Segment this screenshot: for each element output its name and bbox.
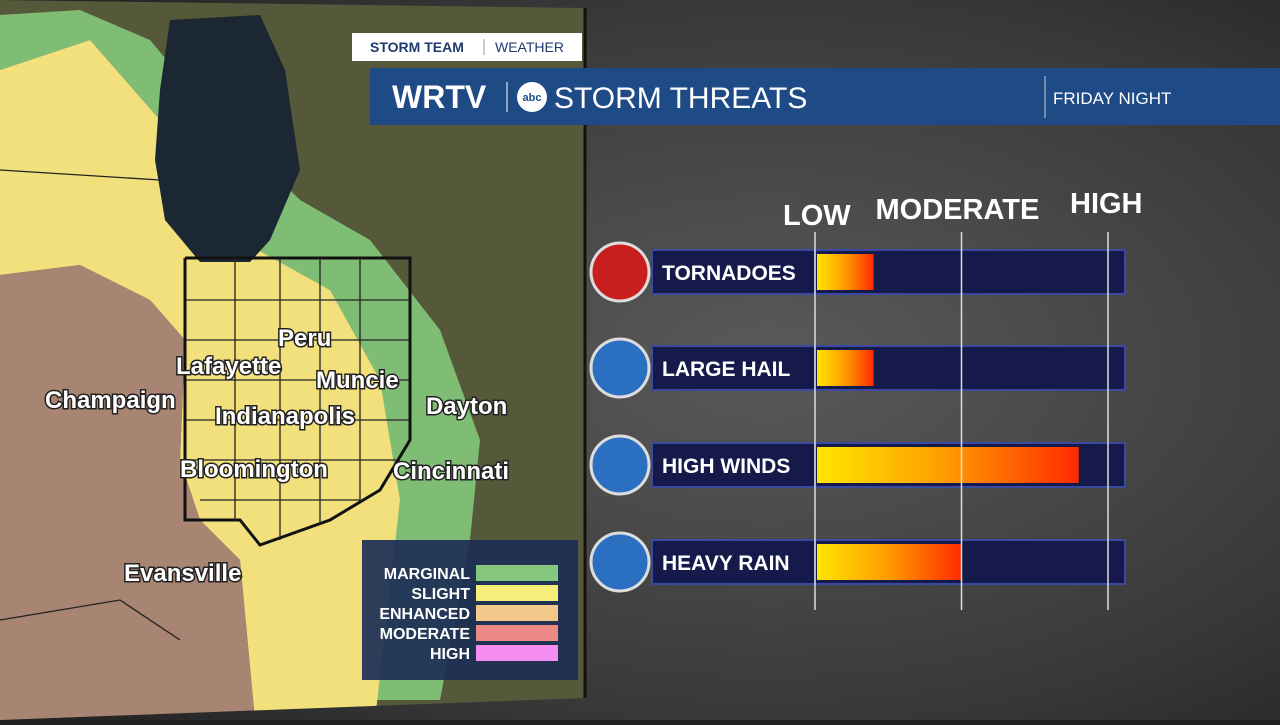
city-label: Indianapolis bbox=[215, 403, 355, 430]
legend-items: MARGINAL SLIGHT ENHANCED MODERATE HIGH bbox=[379, 565, 558, 663]
scale-label: HIGH bbox=[1070, 188, 1143, 220]
legend-swatch bbox=[476, 605, 558, 621]
network: abc bbox=[523, 92, 542, 104]
icon bbox=[589, 241, 651, 303]
legend-swatch bbox=[476, 565, 558, 581]
label-box bbox=[651, 442, 816, 488]
legend-swatch bbox=[476, 645, 558, 661]
scale-label: MODERATE bbox=[876, 194, 1040, 226]
lake bbox=[155, 15, 300, 262]
legend-swatch bbox=[476, 625, 558, 641]
threat-bar bbox=[817, 350, 874, 386]
badge bbox=[352, 33, 582, 61]
threat-label: HEAVY RAIN bbox=[662, 552, 790, 575]
threat-label: LARGE HAIL bbox=[662, 358, 791, 381]
station: WRTV bbox=[392, 79, 487, 115]
city-label: Cincinnati bbox=[393, 458, 509, 485]
threat-bar bbox=[817, 544, 962, 580]
city-label: Bloomington bbox=[180, 456, 328, 483]
legend-swatch bbox=[476, 585, 558, 601]
threat-chart: TORNADOES LARGE HAIL HIGH WINDS HEAVY RAIN L… bbox=[589, 188, 1143, 610]
title: STORM THREATS bbox=[554, 82, 807, 115]
network-logo bbox=[517, 82, 547, 112]
legend-label: HIGH bbox=[430, 646, 470, 663]
city-label: Dayton bbox=[426, 393, 507, 420]
threat-bar bbox=[817, 447, 1079, 483]
badge-text: WEATHER bbox=[495, 39, 564, 55]
label-box bbox=[651, 345, 816, 391]
period: FRIDAY NIGHT bbox=[1053, 89, 1171, 108]
icon bbox=[589, 531, 651, 593]
city-label: Muncie bbox=[316, 367, 399, 394]
county-lines bbox=[0, 169, 410, 641]
city-label: Champaign bbox=[45, 387, 176, 414]
legend-label: MARGINAL bbox=[384, 566, 470, 583]
enhanced-area bbox=[0, 265, 255, 720]
city-label: Lafayette bbox=[176, 353, 281, 380]
legend-label: ENHANCED bbox=[379, 606, 470, 623]
label-box bbox=[651, 249, 816, 295]
icon bbox=[589, 337, 651, 399]
threat-label: TORNADOES bbox=[662, 262, 796, 285]
legend-label: MODERATE bbox=[380, 626, 471, 643]
icon bbox=[589, 434, 651, 496]
legend-label: SLIGHT bbox=[411, 586, 470, 603]
city-label: Evansville bbox=[124, 560, 241, 587]
state-border bbox=[183, 256, 412, 547]
scale-label: LOW bbox=[783, 200, 851, 232]
city-label: Peru bbox=[278, 325, 331, 352]
threat-label: HIGH WINDS bbox=[662, 455, 790, 478]
threat-bar bbox=[817, 254, 874, 290]
badge-text: STORM TEAM bbox=[370, 39, 464, 55]
